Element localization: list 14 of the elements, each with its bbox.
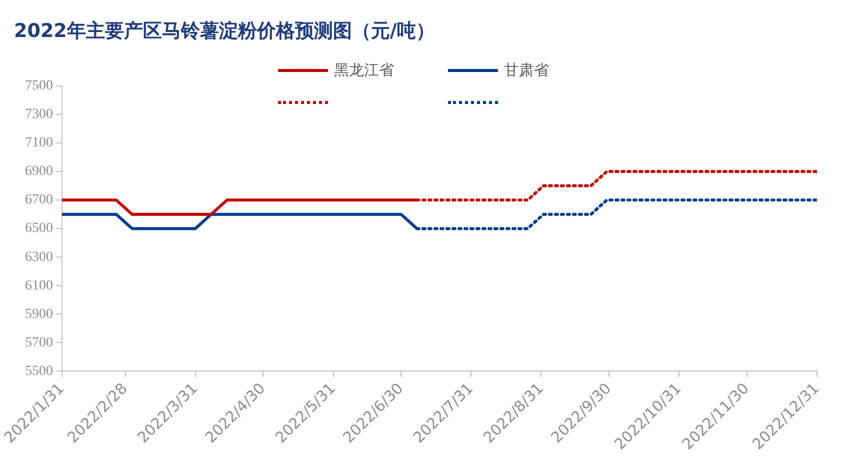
y-tick-label: 6500 bbox=[25, 221, 53, 236]
y-tick-label: 5700 bbox=[25, 335, 53, 350]
y-tick-label: 6100 bbox=[25, 278, 53, 294]
legend-label: 甘肃省 bbox=[504, 60, 549, 80]
y-tick-label: 5900 bbox=[25, 306, 53, 322]
y-tick-label: 7300 bbox=[25, 107, 53, 122]
y-tick-label: 6700 bbox=[25, 192, 53, 208]
y-tick-label: 6300 bbox=[25, 250, 53, 265]
y-tick-label: 7100 bbox=[25, 136, 53, 151]
y-tick-label: 6900 bbox=[25, 164, 53, 180]
legend-label: 黑龙江省 bbox=[334, 60, 394, 80]
chart-title: 2022年主要产区马铃薯淀粉价格预测图（元/吨） bbox=[14, 19, 435, 44]
y-tick-label: 7500 bbox=[25, 78, 53, 94]
y-tick-label: 5500 bbox=[25, 364, 53, 379]
